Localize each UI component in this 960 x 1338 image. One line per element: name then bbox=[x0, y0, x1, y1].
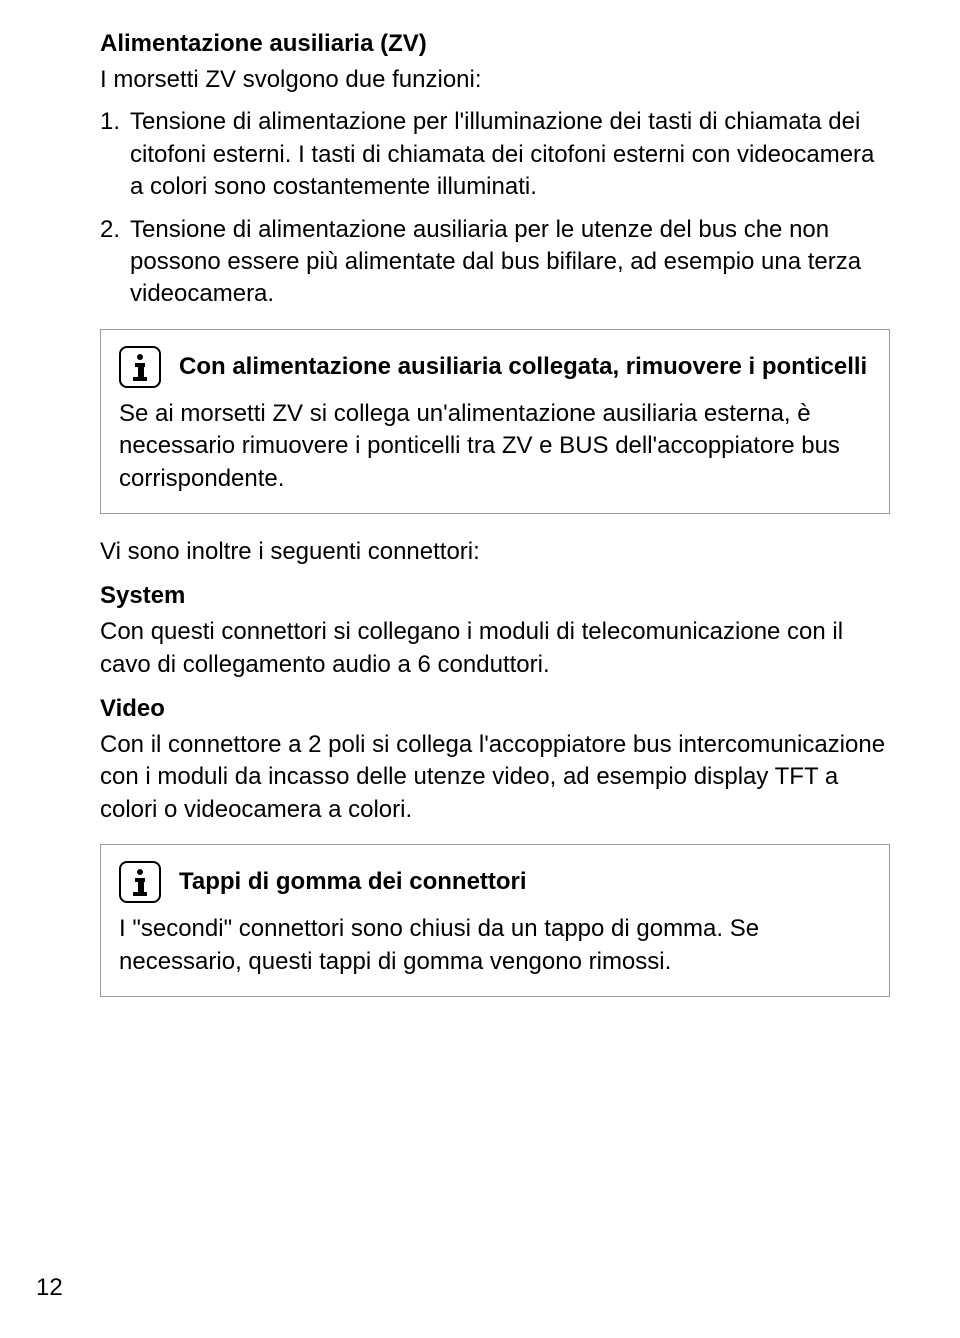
info-box-header: Con alimentazione ausiliaria collegata, … bbox=[119, 346, 871, 388]
list-item-text: Tensione di alimentazione ausiliaria per… bbox=[130, 214, 890, 311]
info-box-body: I "secondi" connettori sono chiusi da un… bbox=[119, 913, 871, 978]
list-item-number: 2. bbox=[100, 214, 130, 311]
video-body: Con il connettore a 2 poli si collega l'… bbox=[100, 729, 890, 826]
list-item-number: 1. bbox=[100, 106, 130, 203]
info-box-header: Tappi di gomma dei connettori bbox=[119, 861, 871, 903]
page-number: 12 bbox=[36, 1274, 63, 1302]
info-box-title: Con alimentazione ausiliaria collegata, … bbox=[179, 352, 867, 382]
info-box-body: Se ai morsetti ZV si collega un'alimenta… bbox=[119, 398, 871, 495]
system-body: Con questi connettori si collegano i mod… bbox=[100, 616, 890, 681]
list-item: 2. Tensione di alimentazione ausiliaria … bbox=[100, 214, 890, 311]
info-box-title: Tappi di gomma dei connettori bbox=[179, 867, 527, 897]
list-item-text: Tensione di alimentazione per l'illumina… bbox=[130, 106, 890, 203]
document-page: Alimentazione ausiliaria (ZV) I morsetti… bbox=[0, 0, 960, 1338]
connectors-intro: Vi sono inoltre i seguenti connettori: bbox=[100, 536, 890, 568]
info-box-aux-power: Con alimentazione ausiliaria collegata, … bbox=[100, 329, 890, 514]
list-item: 1. Tensione di alimentazione per l'illum… bbox=[100, 106, 890, 203]
section-intro: I morsetti ZV svolgono due funzioni: bbox=[100, 64, 890, 96]
system-heading: System bbox=[100, 582, 890, 610]
info-icon bbox=[119, 861, 161, 903]
info-box-rubber-caps: Tappi di gomma dei connettori I "secondi… bbox=[100, 844, 890, 997]
section-title: Alimentazione ausiliaria (ZV) bbox=[100, 30, 890, 58]
video-heading: Video bbox=[100, 695, 890, 723]
info-icon bbox=[119, 346, 161, 388]
